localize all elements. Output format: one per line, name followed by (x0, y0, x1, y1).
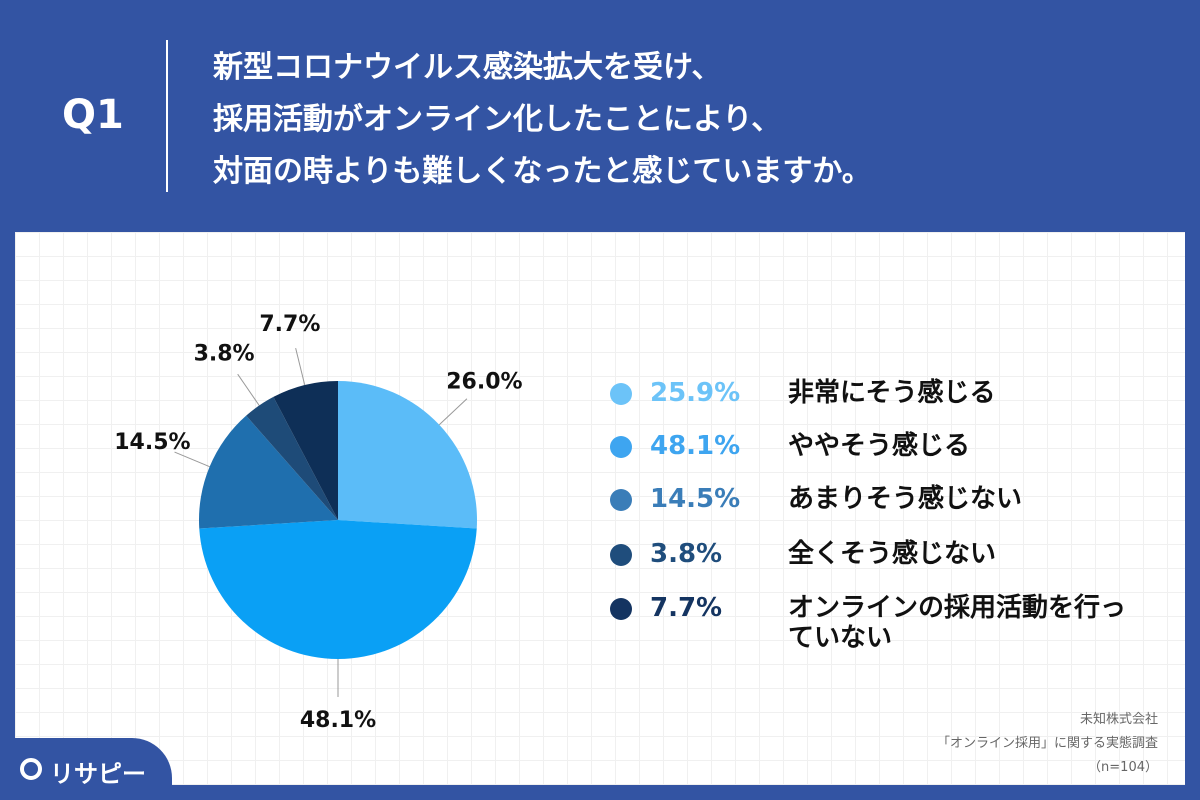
legend-item: 25.9% 非常にそう感じる (610, 378, 1150, 408)
logo: リサピー (0, 738, 172, 800)
legend-marker (610, 383, 632, 405)
legend-value: 25.9% (650, 378, 741, 408)
legend-marker (610, 598, 632, 620)
legend-value: 3.8% (650, 539, 723, 569)
leader-line (295, 348, 306, 386)
leader-line (237, 373, 260, 406)
legend-marker (610, 489, 632, 511)
leader-line (438, 398, 468, 426)
source-line: 未知株式会社 (1079, 712, 1158, 727)
divider (166, 40, 168, 192)
title-line: 対面の時よりも難しくなったと感じていますか。 (213, 154, 872, 189)
pie-slice (338, 381, 478, 529)
data-label: 26.0% (446, 369, 522, 394)
legend-label: 全くそう感じない (788, 539, 997, 569)
legend-item: 14.5% あまりそう感じない (610, 484, 1150, 514)
legend-marker (610, 436, 632, 458)
legend-label: ややそう感じる (788, 431, 971, 461)
title-line: 新型コロナウイルス感染拡大を受け、 (213, 50, 722, 85)
source-line: （n=104） (1088, 760, 1158, 775)
pie-slice (246, 396, 338, 520)
source-line: 「オンライン採用」に関する実態調査 (936, 736, 1158, 751)
legend-value: 48.1% (650, 431, 741, 461)
data-label: 7.7% (259, 312, 320, 337)
data-label: 14.5% (114, 430, 190, 455)
legend-item: 3.8% 全くそう感じない (610, 539, 1150, 569)
data-label: 3.8% (194, 341, 255, 366)
legend-label: 非常にそう感じる (788, 378, 996, 408)
pie-slice (199, 520, 477, 660)
legend-label: あまりそう感じない (788, 484, 1023, 514)
question-number: Q1 (62, 92, 124, 138)
legend-value: 7.7% (650, 593, 723, 623)
title-line: 採用活動がオンライン化したことにより、 (213, 102, 782, 137)
legend-marker (610, 544, 632, 566)
data-label: 48.1% (300, 708, 376, 733)
pie-slice (273, 381, 338, 520)
title: 新型コロナウイルス感染拡大を受け、採用活動がオンライン化したことにより、対面の時… (213, 42, 872, 198)
legend-item: 48.1% ややそう感じる (610, 431, 1150, 461)
source: 未知株式会社「オンライン採用」に関する実態調査 （n=104） (937, 708, 1158, 780)
pie-slice (199, 415, 338, 529)
leader-line (174, 451, 210, 468)
legend-item: 7.7% オンラインの採用活動を行っていない (610, 593, 1150, 653)
legend-label: オンラインの採用活動を行っていない (788, 593, 1127, 653)
legend-value: 14.5% (650, 484, 741, 514)
